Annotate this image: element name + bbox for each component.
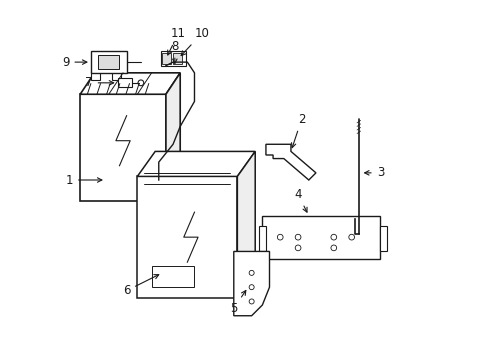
Text: 9: 9: [62, 55, 87, 69]
Polygon shape: [265, 144, 315, 180]
Bar: [160, 51, 185, 66]
Polygon shape: [165, 73, 180, 202]
Bar: [137, 176, 237, 298]
Bar: [118, 78, 132, 87]
Circle shape: [295, 234, 300, 240]
Circle shape: [330, 234, 336, 240]
Text: 3: 3: [364, 166, 383, 179]
Text: 4: 4: [294, 188, 306, 212]
Text: 2: 2: [291, 113, 305, 148]
Text: 11: 11: [167, 27, 185, 55]
Circle shape: [138, 80, 143, 86]
Text: 10: 10: [181, 27, 209, 55]
Bar: [112, 71, 121, 80]
Text: 1: 1: [65, 174, 102, 186]
Bar: [80, 94, 165, 202]
Circle shape: [295, 245, 300, 251]
Polygon shape: [80, 73, 180, 94]
Circle shape: [248, 299, 254, 304]
Circle shape: [156, 179, 164, 188]
Circle shape: [277, 234, 283, 240]
Bar: [162, 53, 171, 64]
Bar: [151, 266, 194, 287]
Bar: [98, 55, 119, 69]
Polygon shape: [237, 152, 255, 298]
Text: 5: 5: [229, 291, 245, 315]
Circle shape: [248, 285, 254, 290]
Text: 6: 6: [122, 275, 159, 297]
Polygon shape: [233, 251, 269, 316]
Polygon shape: [137, 152, 255, 176]
Text: 8: 8: [171, 40, 178, 63]
Circle shape: [330, 245, 336, 251]
Circle shape: [248, 270, 254, 275]
Bar: [258, 226, 265, 251]
Polygon shape: [262, 216, 380, 258]
Bar: [91, 51, 126, 73]
Circle shape: [348, 234, 354, 240]
Bar: [91, 71, 100, 80]
Text: 7: 7: [85, 76, 113, 89]
Bar: [173, 53, 182, 64]
Bar: [380, 226, 386, 251]
